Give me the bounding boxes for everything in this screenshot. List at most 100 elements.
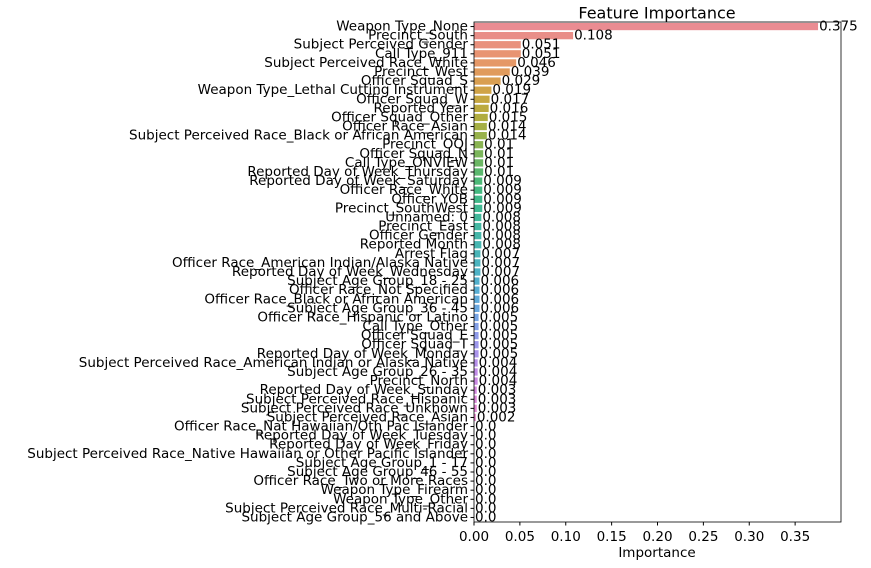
bar <box>474 86 492 94</box>
bar <box>474 241 482 249</box>
value-label: 0.006 <box>481 282 520 298</box>
y-tick-label: Call Type_911 <box>375 46 468 62</box>
value-label: 0.019 <box>492 82 531 98</box>
bar <box>474 186 483 194</box>
value-label: 0.0 <box>475 455 496 471</box>
bar <box>474 295 480 303</box>
value-label: 0.375 <box>819 19 858 35</box>
value-label: 0.009 <box>483 200 522 216</box>
x-tick-label: 0.10 <box>551 529 581 545</box>
value-label: 0.014 <box>488 119 527 135</box>
y-tick-label: Precinct_OOJ <box>382 137 468 153</box>
bar <box>474 113 488 122</box>
y-tick-label: Subject Age Group_36 - 45 <box>287 300 468 316</box>
value-label: 0.0 <box>475 500 496 516</box>
y-tick-label: Precinct_South <box>368 28 468 44</box>
bar <box>474 268 481 276</box>
value-label: 0.006 <box>481 273 520 289</box>
bar <box>474 132 487 140</box>
y-tick-label: Officer YOB <box>391 191 468 207</box>
bar <box>474 259 481 267</box>
value-label: 0.009 <box>483 173 522 189</box>
y-tick-label: Subject Perceived Race_White <box>264 55 468 71</box>
y-tick-label: Officer Squad_Other <box>331 109 468 125</box>
bar <box>474 341 479 349</box>
bar <box>474 332 479 340</box>
value-label: 0.005 <box>480 346 519 362</box>
y-tick-label: Officer Race_Two or More Races <box>253 473 468 489</box>
value-label: 0.008 <box>482 219 521 235</box>
value-label: 0.004 <box>479 373 518 389</box>
x-tick-label: 0.20 <box>642 529 672 545</box>
y-tick-label: Subject Age Group_18 - 25 <box>287 273 468 289</box>
value-label: 0.01 <box>484 164 514 180</box>
y-tick-label: Call Type_Other <box>362 319 468 335</box>
y-tick-label: Officer Race_Hispanic or Latino <box>257 309 468 325</box>
y-tick-label: Officer Race_Nat Hawaiian/Oth Pac Island… <box>174 419 468 435</box>
y-tick-label: Officer Squad_E <box>361 328 468 344</box>
y-tick-label: Subject Perceived Race_Black or African … <box>129 128 468 144</box>
bar <box>474 141 484 149</box>
y-tick-label: Reported Day of Week_Saturday <box>249 173 468 189</box>
value-label: 0.108 <box>574 28 613 44</box>
y-tick-label: Unnamed: 0 <box>385 209 468 225</box>
bar <box>474 322 479 331</box>
value-label: 0.002 <box>477 409 516 425</box>
bar <box>474 368 478 376</box>
bar <box>474 168 484 176</box>
y-tick-label: Officer Gender <box>369 228 468 244</box>
bar <box>474 304 480 312</box>
y-tick-label: Subject Perceived Race_Native Hawaiian o… <box>27 446 468 462</box>
bar <box>474 77 501 85</box>
value-label: 0.039 <box>511 64 550 80</box>
value-label: 0.0 <box>475 419 496 435</box>
bar <box>474 213 482 222</box>
y-tick-label: Precinct_North <box>370 373 468 389</box>
bar <box>474 250 481 258</box>
bar <box>474 204 483 212</box>
y-tick-label: Subject Age Group_1 - 17 <box>296 455 468 471</box>
bar <box>474 104 489 112</box>
y-tick-label: Subject Age Group_56 and Above <box>241 509 468 525</box>
bar <box>474 22 819 31</box>
y-tick-label: Subject Perceived Race_Asian <box>267 409 468 425</box>
bar <box>474 122 487 131</box>
bar <box>474 232 482 240</box>
bar <box>474 95 490 103</box>
y-tick-label: Subject Perceived Race_American Indian o… <box>79 355 468 371</box>
x-tick-label: 0.25 <box>688 529 718 545</box>
x-tick-label: 0.35 <box>780 529 810 545</box>
y-tick-label: Officer Race_White <box>340 182 468 198</box>
value-label: 0.004 <box>479 355 518 371</box>
bar <box>474 41 521 49</box>
bar <box>474 177 483 185</box>
y-tick-label: Precinct_West <box>374 64 468 80</box>
y-tick-label: Subject Perceived Gender <box>294 37 469 53</box>
y-tick-label: Subject Age Group_46 - 55 <box>287 464 468 480</box>
y-tick-label: Subject Perceived Race_Unknown <box>241 400 468 416</box>
y-tick-label: Reported Day of Week_Wednesday <box>232 264 468 280</box>
value-label: 0.01 <box>484 146 514 162</box>
value-label: 0.0 <box>475 428 496 444</box>
y-tick-label: Weapon Type_Lethal Cutting Instrument <box>198 82 468 98</box>
bar <box>474 222 482 231</box>
value-label: 0.014 <box>488 128 527 144</box>
value-label: 0.0 <box>475 437 496 453</box>
value-label: 0.007 <box>481 246 520 262</box>
value-label: 0.017 <box>491 91 530 107</box>
bar <box>474 68 510 76</box>
value-label: 0.0 <box>475 482 496 498</box>
value-label: 0.008 <box>482 209 521 225</box>
y-tick-label: Subject Perceived Race_Hispanic <box>246 391 468 407</box>
bar <box>474 404 477 412</box>
value-label: 0.007 <box>481 264 520 280</box>
value-label: 0.0 <box>475 464 496 480</box>
x-axis-label: Importance <box>618 545 695 561</box>
value-label: 0.005 <box>480 309 519 325</box>
value-label: 0.004 <box>479 364 518 380</box>
bar <box>474 359 478 367</box>
value-label: 0.01 <box>484 137 514 153</box>
bar <box>474 150 484 158</box>
bar <box>474 377 478 385</box>
